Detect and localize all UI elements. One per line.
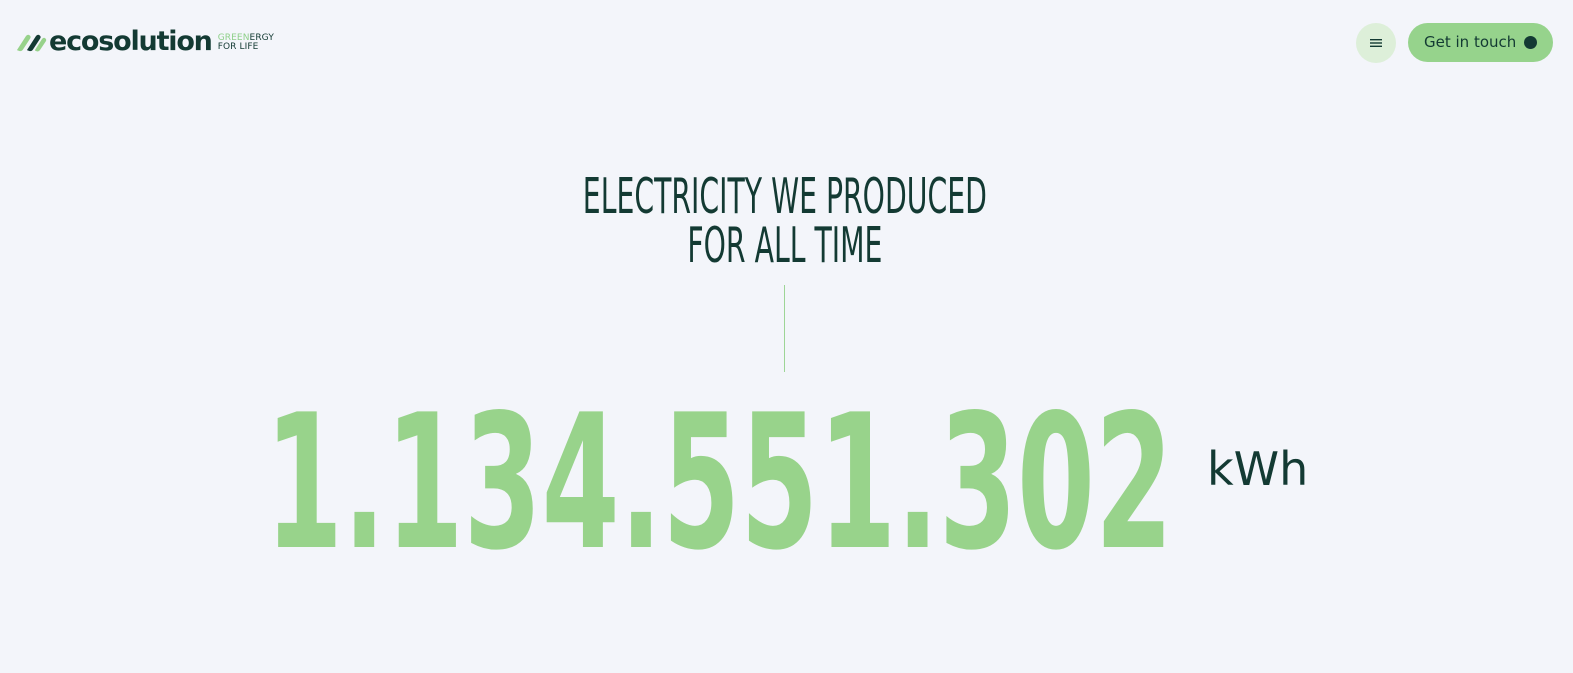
menu-icon bbox=[1370, 39, 1382, 47]
logo-mark-icon bbox=[16, 34, 47, 52]
unit-label: kWh bbox=[1207, 442, 1309, 496]
hero-headline-line1-wrap: ELECTRICITY WE PRODUCED bbox=[188, 172, 1381, 221]
electricity-counter: 1.134.551.302 bbox=[265, 405, 1173, 551]
electricity-counter-value: 1.134.551.302 bbox=[265, 405, 1173, 551]
dot-icon bbox=[1524, 36, 1537, 49]
get-in-touch-button[interactable]: Get in touch bbox=[1408, 23, 1553, 62]
divider-line bbox=[784, 285, 785, 372]
tagline-green: GREEN bbox=[217, 33, 250, 43]
menu-button[interactable] bbox=[1356, 23, 1396, 63]
hero-headline-line1: ELECTRICITY WE PRODUCED bbox=[582, 168, 988, 225]
logo-wordmark: ecosolution bbox=[49, 25, 213, 57]
logo-tagline-line2: FOR LIFE bbox=[217, 42, 259, 52]
logo[interactable]: ecosolution GREENERGY FOR LIFE bbox=[14, 28, 274, 56]
logo-tagline-line1: GREENERGY bbox=[218, 34, 274, 43]
hero-headline-line2: FOR ALL TIME bbox=[687, 217, 883, 274]
tagline-dark: ERGY bbox=[249, 33, 274, 43]
get-in-touch-label: Get in touch bbox=[1424, 33, 1517, 51]
site-header: ecosolution GREENERGY FOR LIFE Get in to… bbox=[0, 0, 1573, 84]
hero-headline-line2-wrap: FOR ALL TIME bbox=[188, 221, 1381, 270]
hero-headline: ELECTRICITY WE PRODUCED FOR ALL TIME bbox=[0, 172, 1570, 270]
logo-tagline: GREENERGY FOR LIFE bbox=[218, 34, 274, 52]
